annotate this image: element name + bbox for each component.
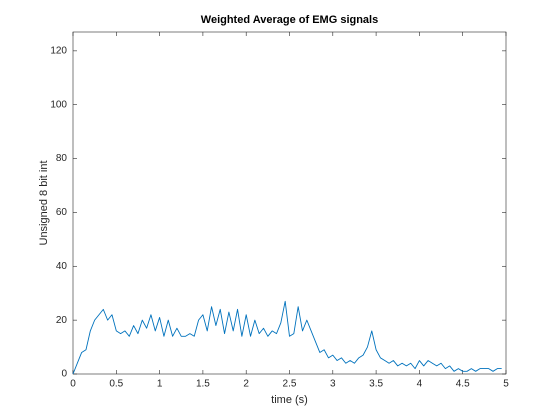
- x-tick-label: 5: [503, 379, 509, 390]
- y-tick-label: 80: [56, 153, 68, 164]
- data-line: [72, 300, 502, 375]
- y-tick-label: 100: [50, 99, 67, 110]
- x-tick-label: 3: [330, 379, 336, 390]
- x-tick-label: 2.5: [283, 379, 297, 390]
- x-tick-label: 0.5: [109, 379, 123, 390]
- x-tick-label: 2: [243, 379, 249, 390]
- x-tick-label: 0: [70, 379, 76, 390]
- y-tick-label: 120: [50, 45, 67, 56]
- x-tick-label: 3.5: [369, 379, 383, 390]
- y-tick-label: 40: [56, 261, 68, 272]
- y-axis-label: Unsigned 8 bit int: [38, 161, 50, 246]
- plot-box: [72, 31, 507, 375]
- x-tick-label: 1.5: [196, 379, 210, 390]
- y-tick-label: 20: [56, 315, 68, 326]
- x-axis-label: time (s): [271, 394, 308, 406]
- y-tick-label: 60: [56, 207, 68, 218]
- x-tick-label: 1: [157, 379, 163, 390]
- x-tick-label: 4.5: [456, 379, 470, 390]
- chart-title: Weighted Average of EMG signals: [201, 14, 378, 26]
- x-tick-label: 4: [417, 379, 423, 390]
- y-tick-label: 0: [61, 369, 67, 380]
